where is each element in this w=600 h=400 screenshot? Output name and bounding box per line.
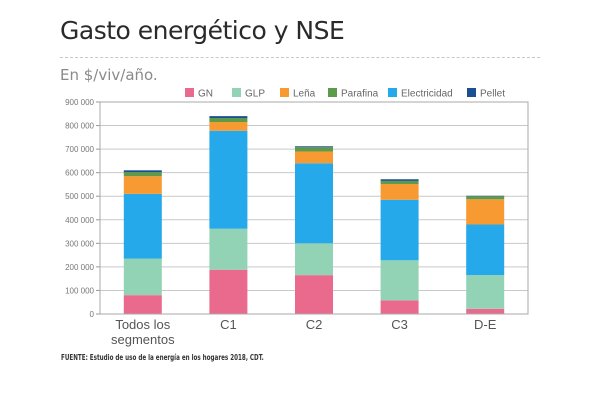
legend-label: Parafina [341,89,379,100]
chart-subtitle: En $/viv/año. [60,66,158,84]
legend-label: Leña [293,89,316,100]
y-tick-label: 800 000 [65,122,94,131]
legend-swatch [232,88,241,97]
bar-segment-lena [295,151,333,164]
chart-title: Gasto energético y NSE [60,16,345,45]
y-tick-label: 100 000 [65,286,94,295]
bar-segment-gn [380,300,419,314]
bar-segment-parafina [209,118,248,123]
bar-segment-pellet [209,116,248,119]
x-tick-label: D-E [474,317,497,332]
bar-segment-electricidad [209,130,248,229]
x-tick-label: C1 [220,317,237,332]
legend-swatch [467,88,476,97]
y-tick-label: 900 000 [65,98,94,107]
bars [123,116,505,314]
legend-swatch [328,88,337,97]
bar-segment-glp [466,275,505,309]
title-divider [60,57,540,58]
bar-segment-electricidad [123,193,162,259]
x-tick-label: segmentos [111,332,175,347]
bar-segment-glp [295,243,333,276]
bar-segment-gn [123,295,162,314]
x-tick-label: C3 [391,317,408,332]
legend: GN GLP Leña Parafina Electricidad Pellet [185,88,505,100]
x-tick-label: Todos los [115,317,170,332]
bar-segment-electricidad [380,199,419,261]
y-tick-label: 200 000 [65,263,94,272]
bar-segment-parafina [123,172,162,177]
legend-label: GN [198,89,213,100]
y-tick-label: 300 000 [65,239,94,248]
legend-swatch [388,88,397,97]
plot-frame [99,101,529,315]
bar-segment-lena [123,176,162,194]
y-tick-label: 500 000 [65,192,94,201]
bar-segment-gn [295,275,333,314]
y-tick-label: 0 [90,310,95,319]
bar-segment-pellet [295,146,333,148]
bar-segment-pellet [123,170,162,173]
bar-segment-glp [209,228,248,270]
legend-swatch [280,88,289,97]
y-axis: 0 100 000 200 000 300 000 400 000 500 000 600 … [65,98,100,319]
source-note: FUENTE: Estudio de uso de la energía en … [61,353,264,362]
bar-segment-lena [209,122,248,131]
bar-segment-parafina [380,180,419,184]
bar-segment-gn [209,269,248,314]
bar-segment-pellet [380,179,419,181]
legend-label: Pellet [480,89,505,100]
bar-segment-parafina [295,147,333,152]
legend-label: Electricidad [401,89,453,100]
bar-segment-electricidad [295,163,333,244]
bar-segment-gn [466,308,505,314]
bar-segment-glp [123,258,162,296]
legend-swatch [185,88,194,97]
bar-segment-glp [380,260,419,301]
bar-segment-parafina [466,196,505,200]
legend-label: GLP [245,89,265,100]
y-tick-label: 400 000 [65,216,94,225]
y-tick-label: 600 000 [65,169,94,178]
bar-segment-lena [380,183,419,200]
y-tick-label: 700 000 [65,145,94,154]
bar-segment-lena [466,199,505,225]
bar-segment-electricidad [466,224,505,276]
x-tick-label: C2 [306,317,323,332]
